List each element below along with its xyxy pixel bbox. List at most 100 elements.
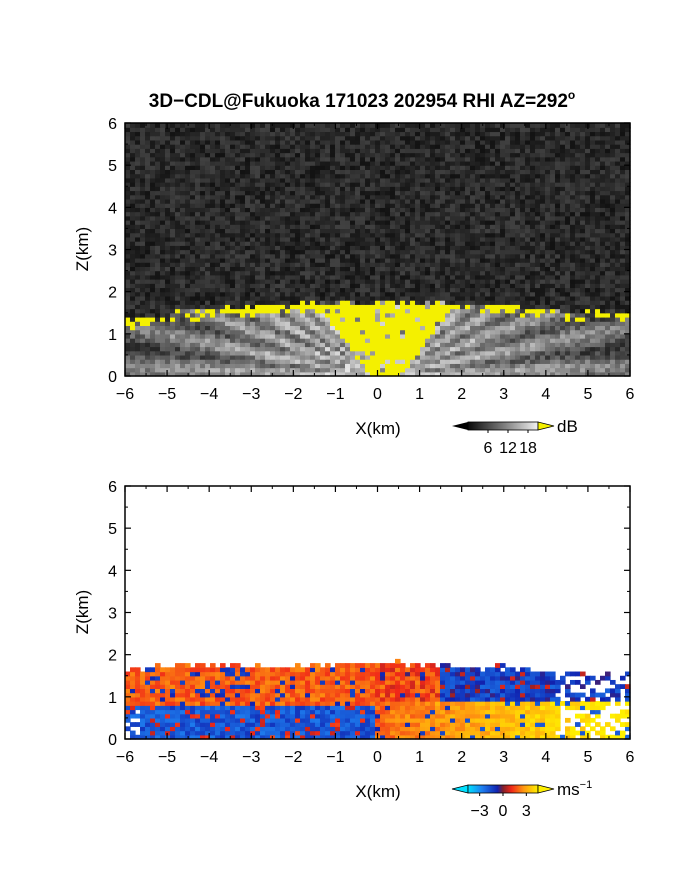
intensity-heatmap-cell [395,219,401,225]
intensity-heatmap-cell [575,371,581,377]
intensity-heatmap-cell [400,338,406,343]
intensity-heatmap-cell [495,190,501,196]
intensity-heatmap-cell [355,354,361,360]
intensity-heatmap-cell [210,312,216,318]
intensity-heatmap-cell [475,338,481,343]
intensity-heatmap-cell [260,304,266,310]
intensity-heatmap-cell [265,316,271,322]
intensity-heatmap-cell [250,232,256,238]
intensity-heatmap-cell [595,232,601,238]
intensity-heatmap-cell [270,207,276,213]
intensity-heatmap-cell [530,308,536,314]
intensity-heatmap-cell [310,236,316,242]
intensity-heatmap-cell [490,203,496,208]
intensity-heatmap-cell [605,371,611,377]
intensity-heatmap-cell [205,262,211,267]
intensity-heatmap-cell [275,321,281,326]
intensity-heatmap-cell [165,224,171,230]
intensity-heatmap-cell [255,266,261,272]
intensity-heatmap-cell [300,329,306,335]
intensity-heatmap-cell [375,342,381,348]
intensity-heatmap-cell [440,291,446,297]
intensity-heatmap-cell [245,194,251,200]
intensity-heatmap-cell [485,338,491,343]
intensity-heatmap-cell [485,266,491,272]
intensity-heatmap-cell [500,291,506,297]
intensity-heatmap-cell [540,329,546,335]
intensity-heatmap-cell [605,190,611,196]
intensity-heatmap-cell [125,300,131,305]
intensity-heatmap-cell [345,325,351,331]
intensity-heatmap-cell [265,232,271,238]
intensity-heatmap-cell [595,182,601,187]
intensity-heatmap-cell [590,308,596,314]
intensity-heatmap-cell [450,173,456,179]
intensity-heatmap-cell [500,312,506,318]
intensity-heatmap-cell [585,274,591,280]
intensity-heatmap-cell [320,228,326,234]
intensity-heatmap-cell [355,279,361,284]
intensity-heatmap-cell [570,308,576,314]
intensity-heatmap-cell [600,316,606,322]
intensity-heatmap-cell [410,211,416,217]
intensity-heatmap-cell [370,316,376,322]
intensity-heatmap-cell [185,274,191,280]
intensity-heatmap-cell [400,236,406,242]
intensity-heatmap-cell [325,182,331,187]
intensity-heatmap-cell [620,245,626,251]
intensity-heatmap-cell [165,333,171,339]
intensity-heatmap-cell [450,262,456,267]
intensity-heatmap-cell [600,169,606,175]
intensity-heatmap-cell [515,219,521,225]
intensity-heatmap-cell [580,228,586,234]
intensity-heatmap-cell [150,338,156,343]
intensity-heatmap-cell [410,207,416,213]
intensity-heatmap-cell [275,350,281,356]
intensity-heatmap-cell [560,367,566,373]
intensity-heatmap-cell [580,236,586,242]
intensity-heatmap-cell [590,186,596,192]
intensity-heatmap-cell [470,257,476,263]
intensity-heatmap-cell [605,232,611,238]
intensity-heatmap-cell [455,190,461,196]
intensity-heatmap-cell [135,266,141,272]
intensity-heatmap-cell [200,190,206,196]
intensity-heatmap-cell [525,359,531,364]
intensity-heatmap-cell [435,329,441,335]
intensity-heatmap-cell [470,350,476,356]
intensity-heatmap-cell [355,224,361,230]
intensity-heatmap-cell [600,194,606,200]
intensity-heatmap-cell [285,241,291,246]
intensity-heatmap-cell [220,367,226,373]
intensity-heatmap-cell [180,253,186,259]
intensity-heatmap-cell [270,173,276,179]
intensity-heatmap-cell [130,333,136,339]
intensity-heatmap-cell [355,241,361,246]
intensity-heatmap-cell [510,190,516,196]
intensity-heatmap-cell [425,342,431,348]
intensity-heatmap-cell [145,173,151,179]
intensity-heatmap-cell [395,173,401,179]
intensity-heatmap-cell [575,308,581,314]
intensity-heatmap-cell [430,359,436,364]
intensity-heatmap-cell [565,367,571,373]
intensity-heatmap-cell [290,266,296,272]
intensity-heatmap-cell [530,211,536,217]
intensity-heatmap-cell [270,219,276,225]
intensity-heatmap-cell [180,287,186,293]
intensity-heatmap-cell [610,207,616,213]
intensity-heatmap-cell [240,287,246,293]
intensity-heatmap-cell [190,371,196,377]
intensity-heatmap-cell [125,287,131,293]
intensity-heatmap-cell [560,236,566,242]
intensity-heatmap-cell [360,270,366,276]
intensity-heatmap-cell [535,177,541,183]
intensity-heatmap-cell [625,300,631,305]
intensity-heatmap-cell [425,262,431,267]
intensity-heatmap-cell [605,295,611,301]
intensity-heatmap-cell [270,354,276,360]
intensity-heatmap-cell [355,300,361,305]
intensity-heatmap-cell [245,245,251,251]
intensity-heatmap-cell [215,232,221,238]
intensity-heatmap-cell [135,363,141,369]
